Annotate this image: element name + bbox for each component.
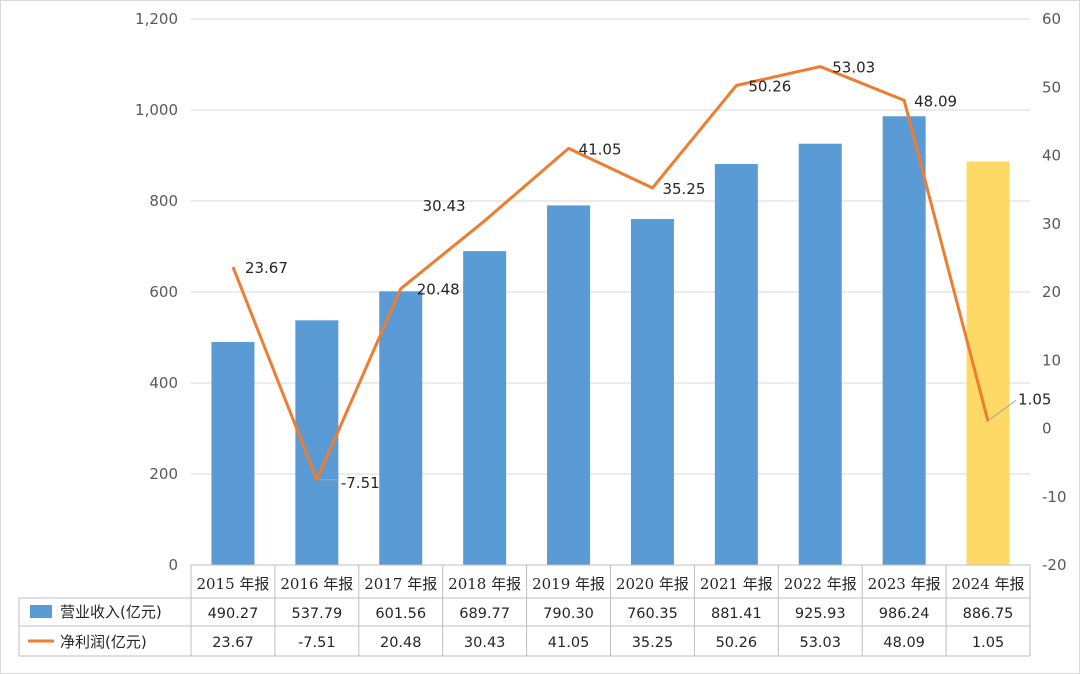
table-cell-revenue: 790.30 bbox=[543, 606, 594, 622]
x-category-label: 2023 年报 bbox=[868, 575, 941, 593]
table-cell-profit: 53.03 bbox=[799, 635, 841, 651]
table-cell-revenue: 537.79 bbox=[291, 606, 342, 622]
line-data-label: 23.67 bbox=[245, 259, 288, 277]
y-left-tick-label: 0 bbox=[168, 556, 178, 574]
profit-line bbox=[231, 65, 990, 482]
bar bbox=[630, 219, 674, 565]
y-left-tick-label: 600 bbox=[149, 283, 178, 301]
y-left-tick-label: 400 bbox=[149, 374, 178, 392]
x-category-label: 2024 年报 bbox=[952, 575, 1025, 593]
y-right-tick-label: 30 bbox=[1042, 215, 1061, 233]
y-left-tick-label: 200 bbox=[149, 465, 178, 483]
bar bbox=[463, 251, 507, 565]
table-series-name: 营业收入(亿元) bbox=[60, 603, 162, 621]
x-category-label: 2016 年报 bbox=[280, 575, 353, 593]
line-data-label: 30.43 bbox=[423, 197, 466, 215]
line-data-label: 41.05 bbox=[579, 140, 622, 158]
bar bbox=[547, 205, 591, 565]
table-cell-profit: 48.09 bbox=[883, 635, 925, 651]
x-category-label: 2015 年报 bbox=[196, 575, 269, 593]
table-cell-revenue: 986.24 bbox=[879, 606, 930, 622]
bar bbox=[798, 143, 842, 565]
table-cell-revenue: 881.41 bbox=[711, 606, 762, 622]
table-cell-profit: -7.51 bbox=[298, 635, 336, 651]
line-series bbox=[231, 65, 990, 482]
x-category-label: 2018 年报 bbox=[448, 575, 521, 593]
x-category-label: 2022 年报 bbox=[784, 575, 857, 593]
y-right-tick-label: 50 bbox=[1042, 78, 1061, 96]
x-category-label: 2017 年报 bbox=[364, 575, 437, 593]
table-series-name: 净利润(亿元) bbox=[60, 633, 147, 651]
bar bbox=[211, 341, 255, 565]
line-data-label: 20.48 bbox=[417, 281, 460, 299]
line-data-label: 53.03 bbox=[832, 59, 875, 77]
data-labels: 23.67 -7.51 20.48 30.43 41.05 35.25 50.26 53.03… bbox=[245, 59, 1052, 492]
y-right-tick-label: 20 bbox=[1042, 283, 1061, 301]
y-right-tick-label: 60 bbox=[1042, 10, 1061, 28]
table-cell-profit: 41.05 bbox=[548, 635, 590, 651]
line-data-label: -7.51 bbox=[341, 474, 380, 492]
table-cell-revenue: 601.56 bbox=[375, 606, 426, 622]
bar bbox=[714, 163, 758, 566]
y-left-tick-label: 800 bbox=[149, 192, 178, 210]
line-data-label: 35.25 bbox=[662, 180, 705, 198]
bar bbox=[882, 116, 926, 565]
line-data-label: 48.09 bbox=[914, 92, 957, 110]
left-axis-ticks: 0 200 400 600 800 1,000 1,200 bbox=[135, 10, 178, 574]
x-category-label: 2021 年报 bbox=[700, 575, 773, 593]
y-right-tick-label: 0 bbox=[1042, 420, 1052, 438]
right-axis-ticks: -20 -10 0 10 20 30 40 50 60 bbox=[1042, 10, 1067, 574]
bar bbox=[379, 291, 423, 565]
table-cell-revenue: 925.93 bbox=[795, 606, 846, 622]
table-cell-profit: 35.25 bbox=[632, 635, 674, 651]
y-left-tick-label: 1,200 bbox=[135, 10, 178, 28]
table-cell-profit: 30.43 bbox=[464, 635, 506, 651]
table-cell-revenue: 886.75 bbox=[963, 606, 1014, 622]
data-table: 2015 年报 2016 年报 2017 年报 2018 年报 2019 年报 2020 … bbox=[18, 564, 1031, 657]
y-right-tick-label: 10 bbox=[1042, 351, 1061, 369]
y-right-tick-label: -10 bbox=[1042, 488, 1067, 506]
table-cell-revenue: 490.27 bbox=[208, 606, 259, 622]
x-category-label: 2020 年报 bbox=[616, 575, 689, 593]
legend-key-bar bbox=[30, 605, 52, 618]
line-data-label: 50.26 bbox=[748, 77, 791, 95]
table-cell-revenue: 760.35 bbox=[627, 606, 678, 622]
x-category-label: 2019 年报 bbox=[532, 575, 605, 593]
table-cell-profit: 23.67 bbox=[212, 635, 254, 651]
table-cell-profit: 1.05 bbox=[972, 635, 1004, 651]
table-cell-revenue: 689.77 bbox=[459, 606, 510, 622]
y-right-tick-label: -20 bbox=[1042, 556, 1067, 574]
y-left-tick-label: 1,000 bbox=[135, 101, 178, 119]
table-cell-profit: 50.26 bbox=[716, 635, 758, 651]
label-leader-line bbox=[989, 399, 1017, 420]
line-data-label: 1.05 bbox=[1018, 390, 1051, 408]
table-cell-profit: 20.48 bbox=[380, 635, 422, 651]
y-right-tick-label: 40 bbox=[1042, 147, 1061, 165]
